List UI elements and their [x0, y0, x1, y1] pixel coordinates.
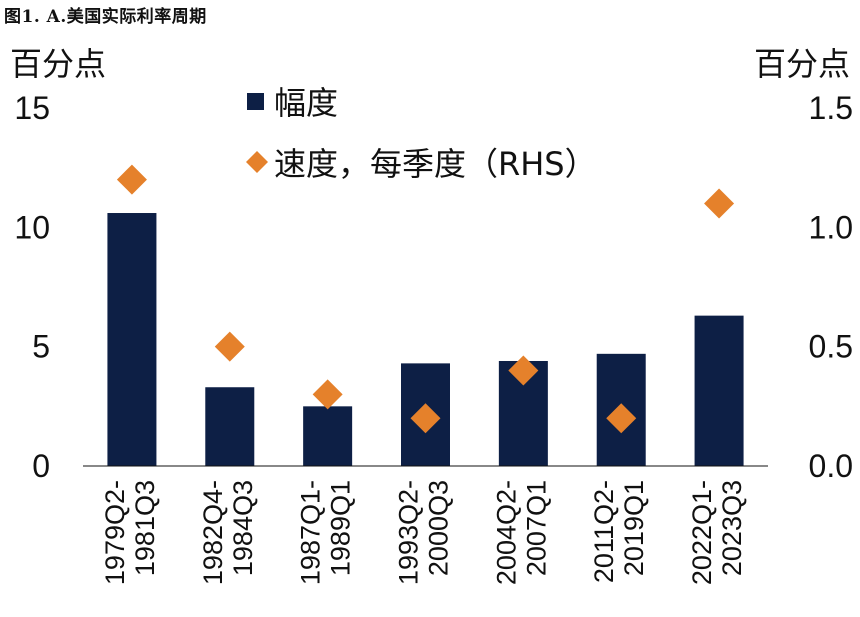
right-axis-unit: 百分点: [754, 45, 850, 83]
category-label: 1982Q4-: [198, 480, 228, 585]
right-tick-label: 1.0: [809, 209, 853, 245]
bar-1: [107, 213, 157, 466]
right-tick-label: 0.0: [809, 448, 853, 484]
diamond-marker-2: [214, 331, 245, 362]
diamond-marker-5: [508, 355, 539, 386]
diamond-marker-3: [312, 379, 343, 410]
category-label: 1989Q1: [326, 480, 356, 576]
legend-diamond-swatch: [246, 151, 268, 173]
category-label: 2019Q1: [619, 480, 649, 576]
diamond-marker-6: [606, 403, 637, 434]
left-tick-label: 5: [32, 329, 50, 365]
category-label: 1981Q3: [130, 480, 160, 576]
left-tick-label: 15: [14, 90, 50, 126]
category-label: 2011Q2-: [589, 480, 619, 583]
category-label: 2004Q2-: [491, 480, 521, 585]
category-label: 2007Q1: [521, 480, 551, 576]
bar-2: [205, 387, 255, 466]
category-label: 2000Q3: [424, 480, 454, 576]
category-label: 1979Q2-: [100, 480, 130, 585]
legend-diamond-label: 速度，每季度（RHS）: [274, 145, 597, 183]
diamond-marker-1: [116, 164, 147, 195]
right-tick-label: 0.5: [809, 329, 853, 365]
legend-bar-label: 幅度: [274, 84, 338, 122]
left-tick-label: 0: [32, 448, 50, 484]
bar-3: [303, 406, 353, 466]
right-tick-label: 1.5: [809, 90, 853, 126]
diamond-marker-4: [410, 403, 441, 434]
left-tick-label: 10: [14, 209, 50, 245]
bar-7: [694, 315, 744, 466]
diamond-marker-7: [704, 188, 735, 219]
category-label: 1984Q3: [228, 480, 258, 576]
figure-title: 图1. A.美国实际利率周期: [4, 7, 207, 27]
legend-bar-swatch: [247, 93, 264, 110]
left-axis-unit: 百分点: [10, 45, 106, 83]
category-label: 2023Q3: [717, 480, 747, 576]
category-label: 1993Q2-: [394, 480, 424, 585]
category-label: 2022Q1-: [687, 480, 717, 585]
category-label: 1987Q1-: [296, 480, 326, 585]
